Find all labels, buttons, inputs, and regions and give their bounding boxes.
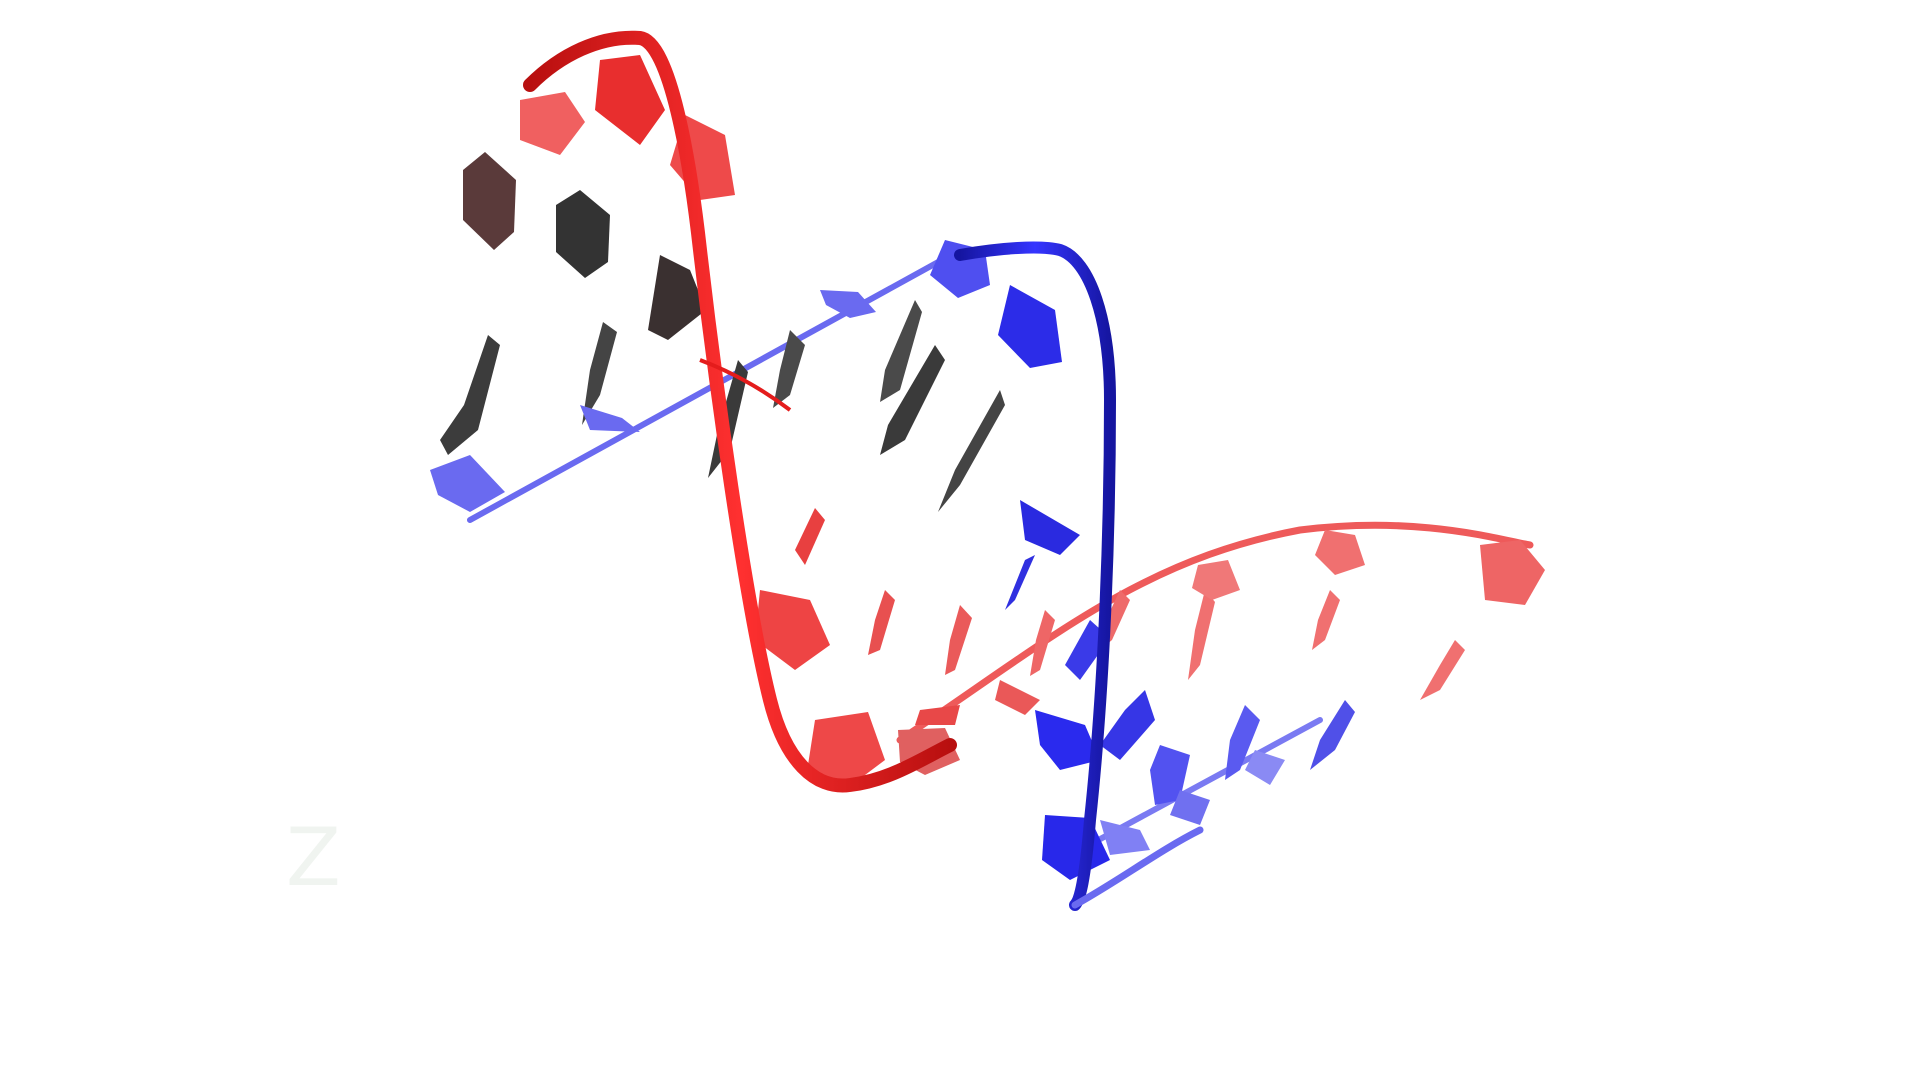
red-ribbon xyxy=(523,30,957,793)
red-bases-lower xyxy=(795,508,1465,725)
blue-backbone-back xyxy=(467,247,1323,853)
axis-label: Z xyxy=(286,811,341,904)
red-backbone-right xyxy=(896,521,1534,744)
axis-indicator: Z xyxy=(286,811,341,904)
blue-nucleotides-back xyxy=(430,240,1062,512)
blue-bases-mid xyxy=(1005,500,1355,880)
red-nucleotides xyxy=(520,55,1545,790)
blue-ribbon xyxy=(954,241,1204,911)
